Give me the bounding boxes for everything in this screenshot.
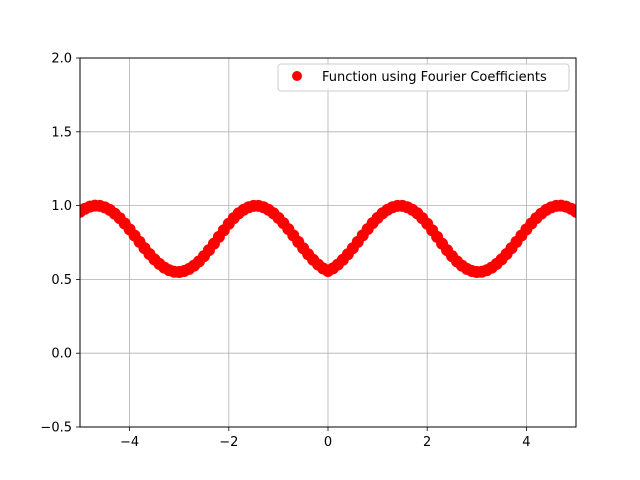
legend-label: Function using Fourier Coefficients — [322, 70, 547, 85]
y-tick-label: 0.0 — [51, 347, 72, 362]
y-tick-label: 1.5 — [51, 125, 72, 140]
legend-box — [277, 63, 570, 92]
y-tick-label: 0.5 — [51, 273, 72, 288]
y-tick-label: −0.5 — [40, 421, 72, 436]
x-tick-label: −2 — [219, 435, 238, 450]
legend-marker — [292, 71, 302, 81]
y-axis: −0.5 0.0 0.5 1.0 1.5 2.0 — [40, 52, 80, 436]
y-tick-label: 1.0 — [51, 199, 72, 214]
x-tick-label: 4 — [522, 435, 530, 450]
x-tick-label: 0 — [324, 435, 332, 450]
series-points — [80, 199, 576, 279]
y-tick-label: 2.0 — [51, 52, 72, 67]
x-axis: −4 −2 0 2 4 — [120, 427, 531, 450]
x-tick-label: 2 — [423, 435, 431, 450]
plot-area — [80, 199, 576, 279]
x-tick-label: −4 — [120, 435, 139, 450]
data-point — [570, 205, 576, 218]
legend: Function using Fourier Coefficients — [277, 63, 570, 92]
